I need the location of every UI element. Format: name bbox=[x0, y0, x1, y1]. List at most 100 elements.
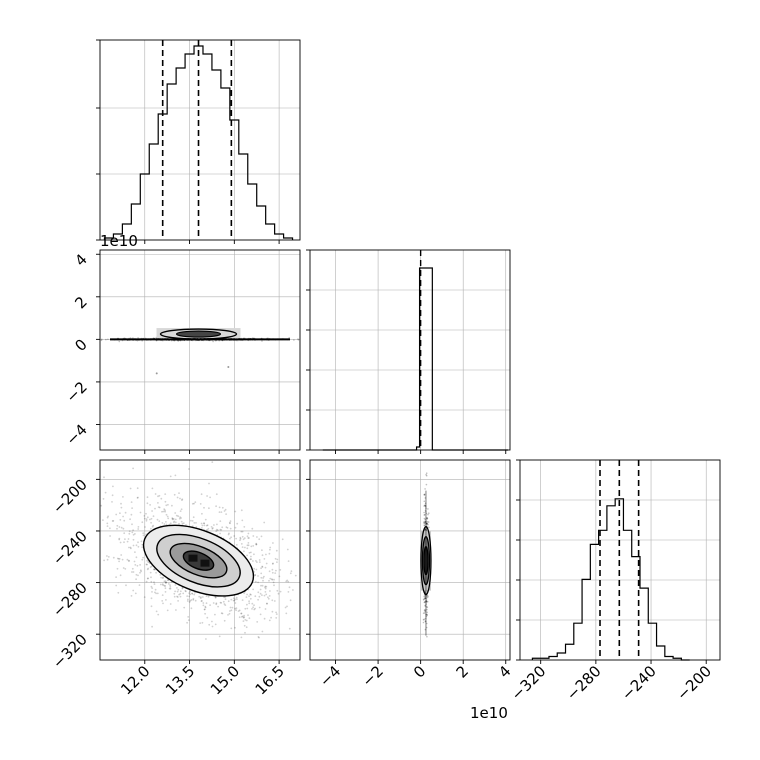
scatter-param1-param2-point bbox=[137, 337, 139, 339]
scatter-param1-param3-point bbox=[161, 510, 163, 513]
scatter-param1-param3-point bbox=[227, 614, 229, 616]
scatter-param1-param3-point bbox=[199, 622, 202, 624]
scatter-param1-param3-point bbox=[124, 568, 127, 570]
scatter-param1-param3-point bbox=[187, 619, 190, 621]
scatter-param1-param3-contour bbox=[142, 524, 255, 597]
scatter-param1-param3-point bbox=[141, 521, 144, 524]
scatter-param1-param3-point bbox=[287, 591, 290, 593]
scatter-param1-param3-point bbox=[132, 529, 135, 532]
scatter-param1-param3-point bbox=[269, 590, 271, 592]
scatter-param1-param3-point bbox=[265, 593, 268, 596]
scatter-param1-param3-point bbox=[162, 602, 164, 605]
scatter-param1-param3-point bbox=[255, 560, 257, 562]
scatter-param2-param3-point bbox=[423, 513, 426, 516]
scatter-param1-param3-point bbox=[268, 619, 271, 622]
scatter-param1-param3-point bbox=[243, 550, 245, 553]
scatter-param1-param3-point bbox=[147, 561, 150, 564]
scatter-param1-param3-point bbox=[145, 518, 148, 521]
scatter-param1-param3-point bbox=[181, 587, 184, 590]
scatter-param1-param3-point bbox=[146, 516, 149, 519]
scatter-param1-param3-point bbox=[130, 595, 133, 597]
scatter-param1-param3-point bbox=[127, 538, 130, 540]
scatter-param1-param3-point bbox=[244, 607, 247, 610]
scatter-param1-param3-point bbox=[235, 609, 238, 612]
scatter-param1-param3-point bbox=[261, 565, 264, 568]
scatter-param1-param3-point bbox=[263, 575, 265, 578]
scatter-param1-param3-point bbox=[222, 600, 225, 603]
scatter-param1-param3-point bbox=[252, 535, 255, 537]
scatter-param1-param3-point bbox=[172, 518, 175, 520]
scatter-param1-param3-point bbox=[204, 612, 207, 615]
scatter-param1-param3-point bbox=[213, 524, 215, 526]
hist-param3-step-line bbox=[531, 498, 690, 661]
scatter-param1-param3-point bbox=[151, 510, 154, 512]
scatter-param1-param3-point bbox=[165, 581, 168, 584]
data-marks bbox=[100, 40, 690, 661]
scatter-param1-param2-point bbox=[101, 338, 103, 341]
scatter-param1-param3-point bbox=[224, 508, 227, 511]
param3-x-tick-label: −200 bbox=[673, 662, 715, 704]
scatter-param1-param3-point bbox=[124, 538, 126, 540]
scatter-param1-param3-point bbox=[167, 503, 169, 506]
scatter-param1-param3-point bbox=[151, 591, 153, 593]
scatter-param1-param3-point bbox=[116, 557, 119, 560]
scatter-param1-param3-point bbox=[257, 581, 259, 584]
scatter-param1-param3-point bbox=[118, 558, 121, 560]
scatter-param1-param3-point bbox=[200, 522, 203, 525]
scatter-param1-param3-point bbox=[160, 497, 163, 500]
scatter-param1-param3-point bbox=[286, 548, 289, 551]
scatter-param1-param3-point bbox=[132, 538, 135, 541]
scatter-param1-param2-contour bbox=[159, 328, 238, 340]
hist-param1-bin bbox=[140, 174, 149, 240]
scatter-param1-param3-point bbox=[272, 542, 274, 544]
scatter-param1-param3-point bbox=[220, 511, 223, 513]
scatter-param1-param3-point bbox=[268, 570, 271, 573]
scatter-param1-param3-point bbox=[234, 602, 237, 604]
scatter-param1-param3-point bbox=[258, 561, 261, 563]
scatter-param1-param3-point bbox=[128, 530, 131, 533]
scatter-param1-param3-point bbox=[136, 497, 139, 499]
scatter-param1-param3-point bbox=[154, 507, 156, 510]
scatter-param1-param3-point bbox=[115, 513, 118, 516]
scatter-param1-param3-point bbox=[176, 596, 179, 598]
scatter-param1-param3-point bbox=[253, 604, 255, 607]
scatter-param1-param3-point bbox=[181, 499, 183, 501]
scatter-param1-param3-point bbox=[109, 527, 111, 530]
scatter-param2-param3-point bbox=[424, 601, 426, 603]
scatter-param1-param3-point bbox=[178, 593, 181, 596]
scatter-param1-param3-point bbox=[174, 521, 177, 524]
scatter-param1-param3-point bbox=[136, 564, 139, 567]
scatter-param1-param3-point bbox=[130, 547, 132, 550]
scatter-param1-param3-point bbox=[221, 612, 224, 615]
scatter-param1-param3-point bbox=[245, 619, 248, 622]
scatter-param1-param3-point bbox=[103, 476, 105, 479]
scatter-param1-param3-point bbox=[200, 527, 203, 529]
scatter-param1-param3-point bbox=[135, 556, 138, 559]
scatter-param1-param3-point bbox=[275, 613, 278, 615]
scatter-param1-param3-point bbox=[178, 522, 180, 525]
scatter-param1-param3-point bbox=[230, 609, 233, 612]
scatter-param1-param3-point bbox=[265, 553, 267, 556]
scatter-param1-param2-point bbox=[107, 338, 109, 341]
scatter-param1-param3-point bbox=[165, 513, 168, 516]
scatter-param1-param3-point bbox=[253, 608, 256, 611]
scatter-param1-param3-point bbox=[123, 532, 126, 535]
scatter-param1-param3-point bbox=[260, 572, 263, 575]
scatter-param1-param3-point bbox=[117, 591, 120, 594]
scatter-param1-param3-point bbox=[161, 583, 164, 586]
scatter-param1-param3-point bbox=[115, 576, 117, 578]
scatter-param1-param3-point bbox=[132, 467, 135, 470]
scatter-param2-param3-point bbox=[427, 596, 429, 598]
scatter-param1-param3-point bbox=[129, 487, 132, 490]
scatter-param1-param3-point bbox=[272, 581, 275, 584]
scatter-param1-param3-point bbox=[220, 602, 223, 604]
scatter-param1-param3-point bbox=[268, 579, 270, 582]
param3-y-tick-label: −320 bbox=[49, 630, 91, 672]
scatter-param1-param3-point bbox=[154, 493, 157, 495]
scatter-param1-param3-point bbox=[179, 497, 181, 500]
scatter-param1-param3-point bbox=[244, 631, 246, 634]
scatter-param1-param3-point bbox=[154, 568, 156, 571]
scatter-param1-param3-point bbox=[209, 496, 212, 499]
scatter-param1-param3-point bbox=[150, 521, 153, 524]
scatter-param1-param3-point bbox=[246, 535, 249, 538]
